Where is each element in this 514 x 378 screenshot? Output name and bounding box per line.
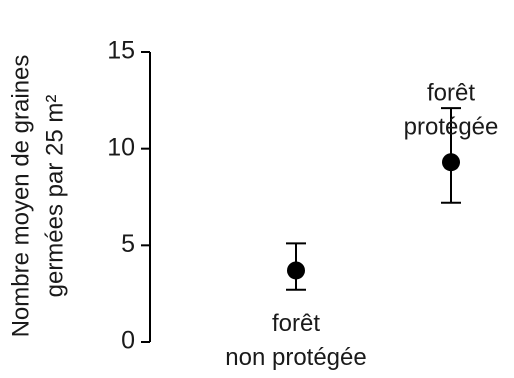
y-axis-title: Nombre moyen de graines germées par 25 m…: [7, 55, 68, 338]
y-axis-title-line-2: germées par 25 m²: [41, 95, 68, 298]
data-point-group-2: forêt protégée: [404, 80, 499, 204]
data-point-2: [442, 153, 460, 172]
data-point-group-1: forêt non protégée: [225, 242, 367, 371]
point-label-1-line-2: non protégée: [225, 344, 366, 371]
y-tick-label-15: 15: [107, 37, 135, 65]
point-label-2-line-2: protégée: [404, 114, 499, 141]
point-label-2-line-1: forêt: [427, 80, 475, 107]
y-axis: 0 5 10 15: [107, 37, 151, 355]
y-axis-title-line-1: Nombre moyen de graines: [7, 55, 34, 338]
y-tick-label-0: 0: [121, 327, 135, 355]
data-points: forêt non protégée forêt protégée: [225, 80, 498, 371]
data-point-1: [287, 261, 305, 280]
y-tick-label-5: 5: [121, 230, 135, 258]
point-label-1-line-1: forêt: [272, 310, 320, 337]
y-tick-label-10: 10: [107, 133, 135, 161]
